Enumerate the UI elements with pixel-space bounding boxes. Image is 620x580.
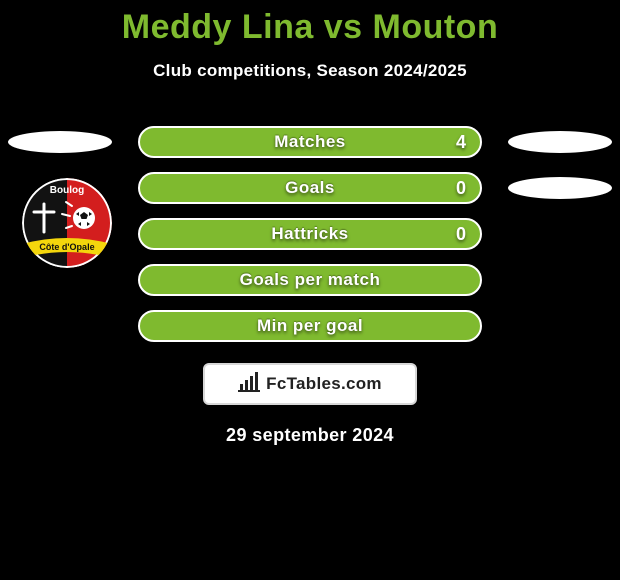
brand-text: FcTables.com <box>266 374 382 394</box>
brand-box: FcTables.com <box>203 363 417 405</box>
stat-value: 4 <box>456 132 466 153</box>
stat-row-matches: Matches 4 <box>0 119 620 165</box>
stat-bar-goals: Goals 0 <box>138 172 482 204</box>
svg-text:Côte d'Opale: Côte d'Opale <box>39 242 94 252</box>
stat-label: Matches <box>274 132 346 152</box>
stat-label: Min per goal <box>257 316 363 336</box>
stat-bar-matches: Matches 4 <box>138 126 482 158</box>
stat-label: Goals <box>285 178 335 198</box>
stat-row-goals-per-match: Goals per match <box>0 257 620 303</box>
right-ellipse <box>508 131 612 153</box>
stat-bar-goals-per-match: Goals per match <box>138 264 482 296</box>
bar-chart-icon <box>238 372 260 397</box>
left-ellipse <box>8 131 112 153</box>
stat-value: 0 <box>456 178 466 199</box>
date-text: 29 september 2024 <box>0 425 620 446</box>
subtitle: Club competitions, Season 2024/2025 <box>0 61 620 81</box>
page-title: Meddy Lina vs Mouton <box>0 0 620 47</box>
stat-value: 0 <box>456 224 466 245</box>
stat-label: Hattricks <box>271 224 348 244</box>
right-ellipse <box>508 177 612 199</box>
club-badge: Boulog Côte d'Opale <box>22 178 112 268</box>
stat-label: Goals per match <box>240 270 381 290</box>
stat-row-min-per-goal: Min per goal <box>0 303 620 349</box>
stat-bar-min-per-goal: Min per goal <box>138 310 482 342</box>
infographic-container: Meddy Lina vs Mouton Club competitions, … <box>0 0 620 580</box>
svg-text:Boulog: Boulog <box>50 185 84 196</box>
stat-bar-hattricks: Hattricks 0 <box>138 218 482 250</box>
club-badge-icon: Boulog Côte d'Opale <box>22 178 112 268</box>
